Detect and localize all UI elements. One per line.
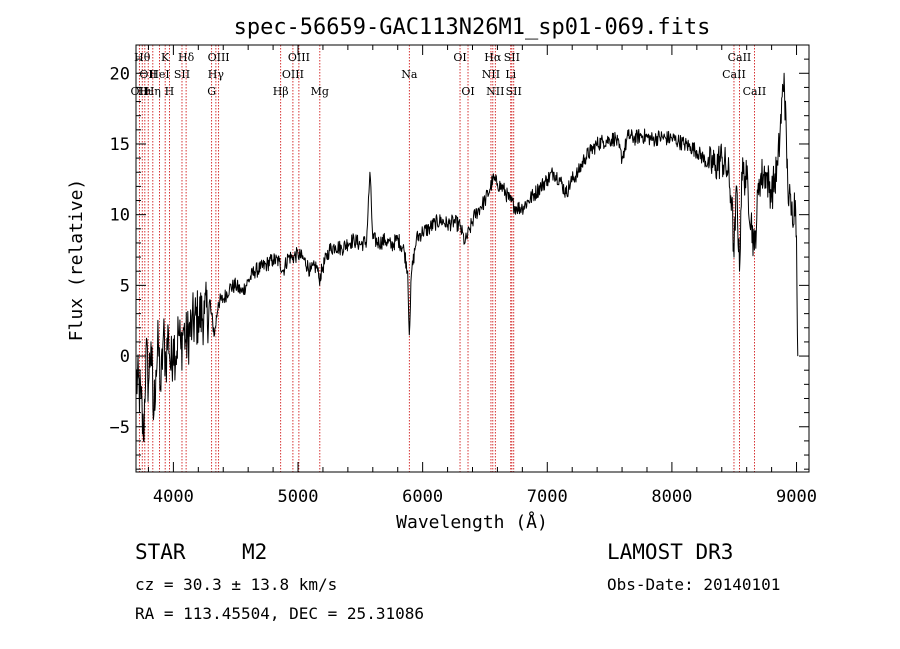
x-tick-label-1: 5000 (278, 487, 319, 507)
line-marker-label-3: OII (139, 68, 157, 81)
line-marker-label-5: HeI (149, 68, 169, 81)
spectrum-series (135, 72, 799, 443)
line-marker-label-17: Na (401, 68, 418, 81)
x-tick-label-2: 6000 (402, 487, 443, 507)
chart-title: spec-56659-GAC113N26M1_sp01-069.fits (234, 15, 711, 40)
line-marker-label-28: CaII (743, 85, 767, 98)
y-tick-label-3: 10 (110, 206, 130, 226)
y-tick-label-0: −5 (110, 418, 130, 438)
y-axis-ticks: −5 0 5 10 15 20 (110, 44, 809, 470)
object-class: STAR (135, 540, 186, 564)
line-marker-label-23: Li (505, 68, 516, 81)
y-tick-label-5: 20 (110, 64, 130, 84)
y-axis-label: Flux (relative) (66, 179, 87, 342)
line-marker-label-7: H (165, 85, 175, 98)
line-marker-label-11: Hγ (208, 68, 225, 81)
line-marker-label-10: G (207, 85, 216, 98)
line-markers (138, 45, 755, 472)
line-marker-label-14: OIII (282, 68, 304, 81)
plot-frame (135, 44, 810, 473)
line-marker-label-13: Hβ (273, 85, 289, 98)
spectrum-line-0 (135, 72, 799, 443)
line-marker-label-9: Hδ (178, 51, 195, 64)
line-marker-label-21: Hα (484, 51, 502, 64)
y-tick-label-4: 15 (110, 135, 130, 155)
redshift-cz: cz = 30.3 ± 13.8 km/s (135, 575, 338, 594)
x-tick-label-5: 9000 (776, 487, 817, 507)
line-marker-label-15: OIII (288, 51, 310, 64)
line-marker-label-25: SII (506, 85, 522, 98)
line-marker-label-1: Hθ (134, 51, 151, 64)
x-axis-ticks: 4000 5000 6000 7000 8000 9000 (147, 45, 817, 507)
x-tick-label-4: 8000 (651, 487, 692, 507)
line-marker-label-22: NII (486, 85, 504, 98)
survey-name: LAMOST DR3 (607, 540, 734, 564)
line-marker-label-27: CaII (728, 51, 752, 64)
y-tick-label-1: 0 (120, 347, 130, 367)
x-tick-label-0: 4000 (153, 487, 194, 507)
line-marker-label-20: NII (482, 68, 500, 81)
line-marker-label-18: OI (453, 51, 466, 64)
x-axis-label: Wavelength (Å) (396, 511, 548, 533)
subclass: M2 (242, 540, 268, 564)
line-marker-label-8: SII (174, 68, 190, 81)
line-marker-label-19: OI (461, 85, 474, 98)
line-marker-labels: OIIHθHιOIIHηHeIKHSIIHδGHγOIIIHβOIIIOIIIM… (131, 51, 767, 98)
line-marker-label-24: SII (504, 51, 520, 64)
line-marker-label-26: CaII (722, 68, 746, 81)
line-marker-label-6: K (161, 51, 170, 64)
line-marker-label-4: Hη (145, 85, 161, 98)
x-tick-label-3: 7000 (527, 487, 568, 507)
line-marker-label-16: Mg (311, 85, 329, 98)
observation-date: Obs-Date: 20140101 (607, 575, 781, 594)
y-tick-label-2: 5 (120, 276, 130, 296)
line-marker-label-0: OII (131, 85, 149, 98)
coordinates: RA = 113.45504, DEC = 25.31086 (135, 604, 424, 623)
line-marker-label-2: Hι (138, 85, 152, 98)
line-marker-label-12: OIII (208, 51, 230, 64)
